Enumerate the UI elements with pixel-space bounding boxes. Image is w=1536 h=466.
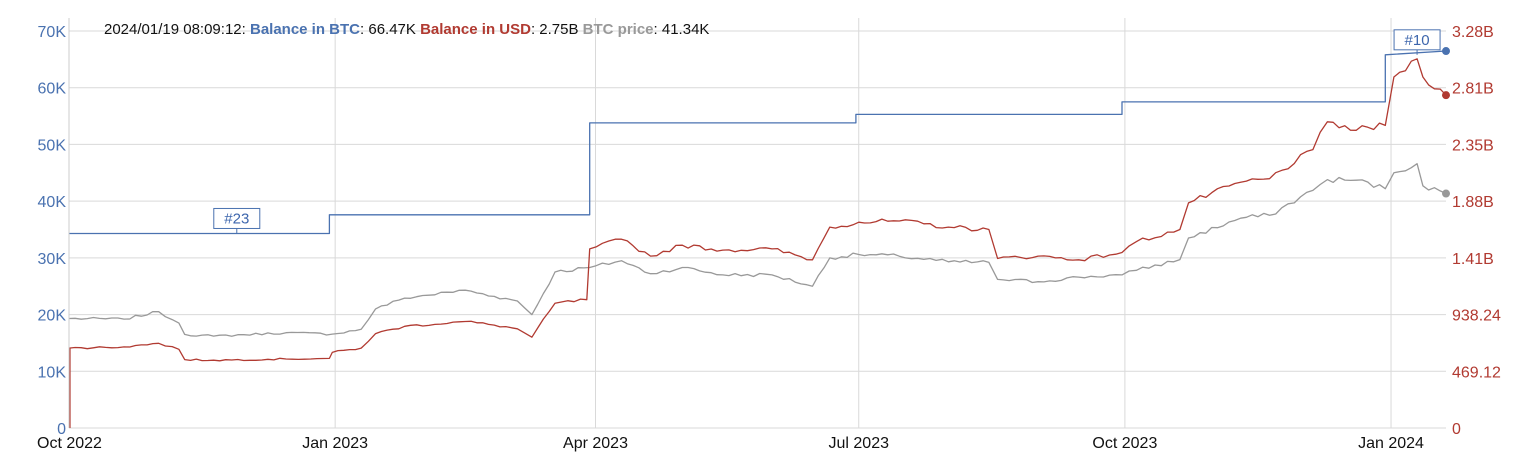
end-marker-point (1442, 91, 1450, 100)
series-layer (68, 50, 1447, 428)
y-right-tick-label: 1.41B (1452, 251, 1494, 268)
annotation-box (213, 207, 261, 229)
series-btc-price-line (68, 163, 1447, 337)
annotations-layer: #23 #10 (213, 29, 1441, 234)
y-left-tick-label: 40K (38, 194, 67, 211)
annotation-box (1393, 29, 1441, 51)
y-left-tick-label: 20K (38, 308, 67, 325)
legend-label-usd-balance: Balance in USD (420, 21, 531, 38)
y-left-tick-label: 50K (38, 137, 67, 154)
y-right-tick-label: 2.35B (1452, 137, 1494, 154)
x-tick-label: Apr 2023 (563, 435, 628, 452)
annotation-label: #10 (1405, 32, 1430, 49)
legend-value-btc-price: 41.34K (661, 21, 710, 38)
legend-value-btc-balance: 66.47K (368, 21, 416, 38)
x-tick-label: Jul 2023 (829, 435, 890, 452)
y-left-tick-label: 10K (38, 364, 67, 381)
x-tick-label: Jan 2024 (1358, 435, 1424, 452)
end-markers (1442, 47, 1450, 198)
y-right-tick-label: 3.28B (1452, 24, 1494, 41)
annotation-label: #23 (224, 210, 249, 227)
y-right-tick-label: 469.12 (1452, 364, 1501, 381)
chart-grid (68, 18, 1446, 429)
end-marker-point (1442, 47, 1450, 56)
legend-label-btc-price: BTC price (582, 21, 654, 38)
x-tick-label: Jan 2023 (302, 435, 368, 452)
end-marker-point (1442, 189, 1450, 198)
y-left-tick-label: 30K (38, 251, 67, 268)
y-left-tick-label: 70K (38, 24, 67, 41)
y-right-tick-label: 1.88B (1452, 194, 1494, 211)
y-left-tick-label: 0 (57, 421, 66, 438)
legend-value-usd-balance: 2.75B (539, 21, 579, 38)
x-tick-label: Oct 2023 (1092, 435, 1157, 452)
y-left-tick-label: 60K (38, 81, 67, 98)
tooltip-legend: 2024/01/19 08:09:12: Balance in BTC: 66.… (104, 21, 710, 38)
y-right-tick-label: 2.81B (1452, 81, 1494, 98)
series-usd-balance-line (68, 58, 1447, 362)
y-right-tick-label: 0 (1452, 421, 1461, 438)
series-btc-balance-line (69, 50, 1447, 235)
y-right-tick-label: 938.24 (1452, 308, 1501, 325)
x-tick-label: Oct 2022 (37, 435, 102, 452)
tooltip-timestamp: 2024/01/19 08:09:12 (104, 21, 242, 38)
chart-axes: 0 0 10K 469.12 20K 938.24 30K 1.41B 40K 1.88B 50K 2… (37, 18, 1501, 452)
legend-label-btc-balance: Balance in BTC (249, 21, 361, 38)
